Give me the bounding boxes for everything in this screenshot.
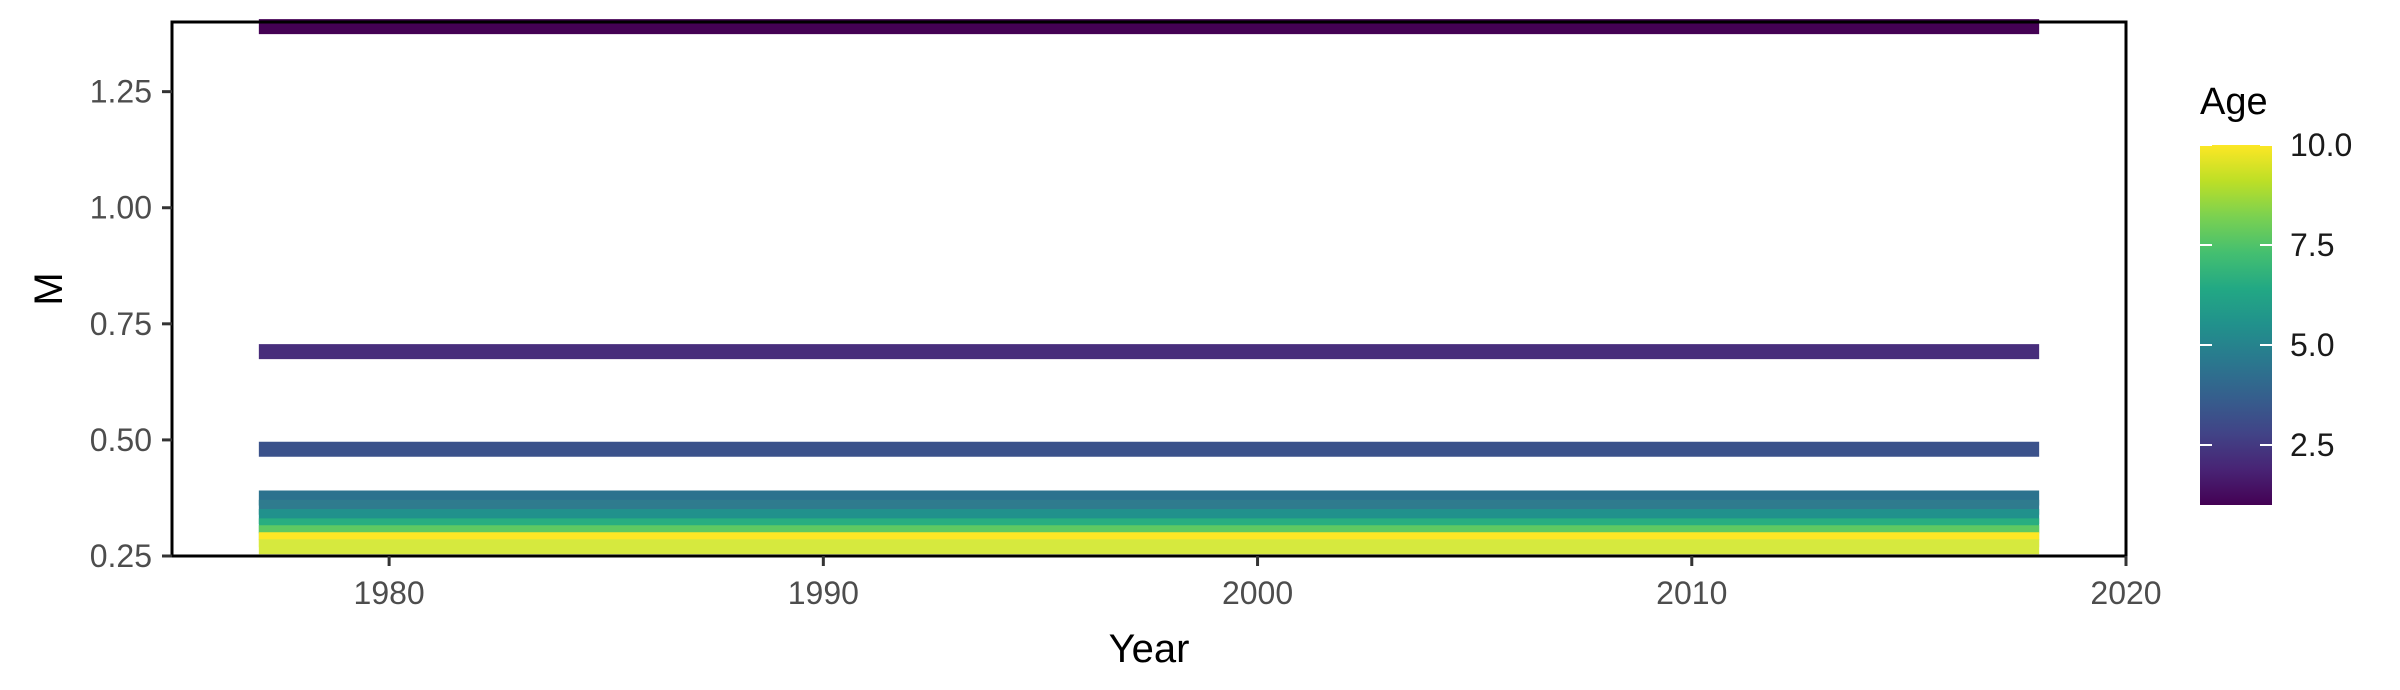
x-axis: 1980 1990 2000 2010 2020 (354, 556, 2162, 611)
y-tick-label: 0.50 (90, 422, 152, 458)
x-tick-label: 2020 (2090, 575, 2161, 611)
series-layer (258, 19, 2040, 555)
colorbar-ticks: 2.5 5.0 7.5 10.0 (2200, 127, 2352, 463)
colorbar-tick-label: 5.0 (2290, 327, 2334, 363)
x-axis-title: Year (1109, 627, 1190, 671)
y-tick-label: 1.00 (90, 190, 152, 226)
plot-panel-border (170, 20, 2128, 558)
colorbar-tick-label: 7.5 (2290, 227, 2334, 263)
legend-colorbar: Age 2.5 5.0 7.5 10.0 (2200, 81, 2352, 505)
y-tick-label: 0.75 (90, 306, 152, 342)
x-tick-label: 2000 (1222, 575, 1293, 611)
colorbar (2200, 145, 2272, 505)
y-tick-label: 0.25 (90, 538, 152, 574)
y-tick-label: 1.25 (90, 74, 152, 110)
x-tick-label: 1990 (788, 575, 859, 611)
x-tick-label: 1980 (354, 575, 425, 611)
colorbar-tick-label: 2.5 (2290, 427, 2334, 463)
legend-title: Age (2200, 81, 2268, 123)
colorbar-tick-label: 10.0 (2290, 127, 2352, 163)
y-axis: 0.25 0.50 0.75 1.00 1.25 (90, 74, 172, 574)
y-axis-title: M (27, 272, 71, 305)
x-tick-label: 2010 (1656, 575, 1727, 611)
